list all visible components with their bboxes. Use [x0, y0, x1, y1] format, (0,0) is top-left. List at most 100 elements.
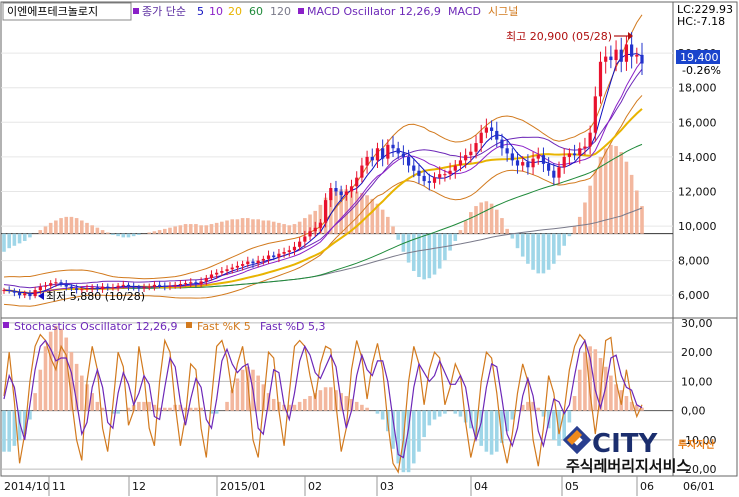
- macd-osc-bar: [261, 220, 266, 234]
- macd-osc-bar: [572, 226, 577, 234]
- stochastic-osc-bar: [349, 398, 354, 411]
- stochastic-osc-bar: [629, 401, 634, 411]
- stochastic-osc-bar: [188, 407, 193, 411]
- logo-small-text: 투자자산: [678, 438, 716, 451]
- candle-body: [142, 287, 146, 289]
- candle-body: [510, 153, 514, 161]
- stochastic-osc-bar: [90, 393, 94, 411]
- stochastic-osc-bar: [28, 410, 32, 420]
- candle-body: [33, 290, 37, 297]
- stochastic-osc-bar: [137, 401, 141, 411]
- candle-body: [194, 282, 198, 285]
- stochastic-osc-bar: [510, 410, 515, 420]
- stochastic-tick-label: 20,00: [681, 346, 713, 359]
- current-price-marker: 19,400 -0.26%: [676, 50, 721, 77]
- candle-body: [75, 288, 79, 291]
- macd-osc-bar: [417, 233, 421, 277]
- stochastic-osc-bar: [168, 407, 172, 411]
- candle-body: [241, 264, 245, 266]
- stochastic-osc-bar: [380, 410, 385, 420]
- macd-osc-bar: [126, 233, 131, 238]
- stochastic-osc-bar: [162, 407, 167, 411]
- candle-body: [163, 285, 167, 287]
- macd-osc-bar: [131, 233, 136, 237]
- price-tick-label: 6,000: [678, 289, 710, 302]
- macd-osc-bar: [100, 230, 105, 234]
- stochastic-osc-bar: [48, 331, 53, 411]
- candle-body: [401, 153, 405, 157]
- stochastic-osc-bar: [80, 375, 84, 411]
- macd-osc-bar: [43, 226, 48, 234]
- macd-osc-bar: [266, 220, 271, 234]
- macd-osc-bar: [183, 224, 188, 234]
- macd-osc-bar: [536, 233, 541, 274]
- candle-body: [266, 255, 271, 259]
- candle-body: [256, 260, 260, 264]
- stochastic-tick-label: 30,00: [681, 317, 713, 330]
- macd-osc-bar: [204, 225, 209, 234]
- stochastic-legend: Stochastics Oscillator 12,26,9 Fast %K 5…: [3, 320, 326, 333]
- candle-body: [593, 96, 597, 133]
- candle-body: [458, 160, 463, 166]
- stochastic-osc-bar: [287, 404, 292, 411]
- stochastic-osc-bar: [152, 404, 157, 411]
- candle-body: [183, 283, 188, 285]
- candle-body: [116, 285, 120, 288]
- macd-osc-bar: [240, 218, 245, 234]
- macd-osc-bar: [121, 233, 126, 238]
- candle-body: [526, 162, 530, 168]
- stochastic-osc-bar: [22, 410, 27, 435]
- stochastic-osc-bar: [411, 410, 416, 464]
- macd-osc-bar: [365, 195, 369, 234]
- date-tick-label: 2014/10: [4, 480, 50, 493]
- price-tick-label: 10,000: [678, 220, 717, 233]
- stochastic-osc-bar: [111, 410, 115, 414]
- stochastic-osc-bar: [297, 401, 302, 411]
- stochastic-osc-bar: [95, 401, 100, 411]
- macd-osc-bar: [90, 225, 94, 234]
- fast-d-label: Fast %D 5,3: [260, 320, 326, 333]
- candle-body: [199, 281, 203, 285]
- macd-osc-bar: [85, 222, 89, 234]
- candle-body: [375, 148, 380, 161]
- candle-body: [417, 170, 421, 176]
- macd-osc-bar: [214, 222, 219, 234]
- macd-osc-bar: [526, 233, 530, 264]
- stochastic-osc-bar: [157, 407, 162, 411]
- change-pct: -0.26%: [682, 64, 721, 77]
- candle-body: [225, 269, 229, 272]
- stochastic-osc-bar: [614, 384, 618, 411]
- macd-osc-bar: [344, 189, 349, 234]
- macd-osc-bar: [251, 219, 255, 234]
- macd-osc-bar: [458, 230, 463, 234]
- signal-lower-line: [3, 95, 643, 307]
- stochastic-osc-bar: [567, 410, 572, 423]
- stochastic-osc-bar: [240, 369, 245, 411]
- candle-body: [495, 130, 499, 140]
- candle-body: [313, 227, 317, 232]
- candle-body: [246, 261, 250, 265]
- price-tick-label: 16,000: [678, 116, 717, 129]
- candle-body: [43, 285, 48, 287]
- macd-osc-bar: [484, 201, 489, 234]
- macd-osc-bar: [48, 222, 53, 234]
- stochastic-osc-bar: [199, 407, 203, 411]
- candle-body: [474, 143, 478, 152]
- candle-body: [318, 222, 323, 228]
- macd-osc-bar: [162, 228, 167, 234]
- macd-osc-bar: [7, 233, 11, 249]
- stochastic-osc-bar: [318, 390, 323, 411]
- stochastic-osc-bar: [365, 407, 369, 411]
- macd-osc-bar: [567, 233, 572, 237]
- candle-body: [381, 148, 385, 159]
- stochastic-osc-bar: [577, 369, 582, 411]
- macd-osc-bar: [152, 231, 157, 234]
- stochastic-osc-bar: [422, 410, 426, 438]
- stochastic-osc-bar: [489, 410, 494, 455]
- price-tick-label: 8,000: [678, 255, 710, 268]
- high-annotation: 최고 20,900 (05/28): [506, 30, 633, 43]
- stochastic-osc-bar: [142, 401, 146, 411]
- candle-body: [54, 282, 58, 284]
- ma120-label: 120: [270, 5, 291, 18]
